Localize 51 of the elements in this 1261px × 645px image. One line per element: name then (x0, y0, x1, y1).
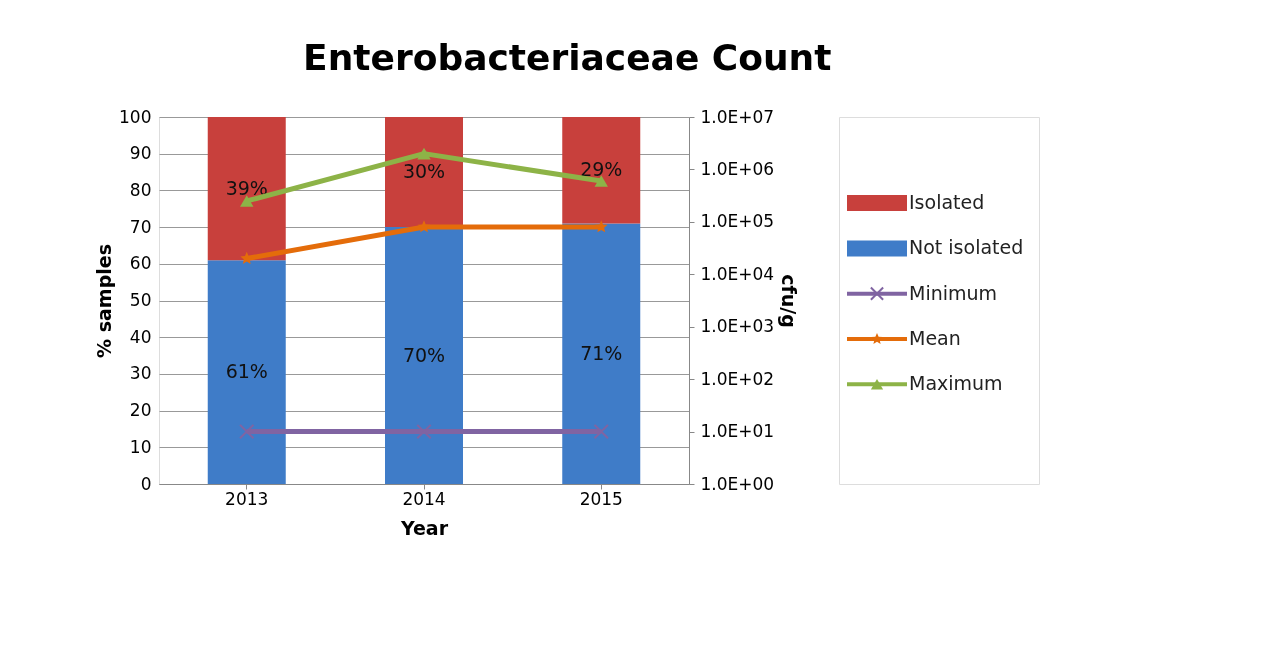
legend-label: Maximum (909, 372, 1003, 395)
y-tick-label: 10 (129, 436, 152, 457)
y-tick-label: 0 (140, 473, 152, 494)
data-label: 71% (580, 341, 623, 364)
legend-label: Isolated (909, 191, 985, 214)
legend-label: Minimum (909, 281, 998, 304)
point (416, 423, 432, 440)
data-label: 61% (225, 360, 268, 383)
y2-tick-label: 1.0E+00 (700, 473, 775, 494)
x-tick-label: 2015 (579, 488, 623, 509)
x-tick-label: 2013 (225, 488, 269, 509)
data-label: 70% (402, 343, 446, 366)
bar (562, 117, 641, 224)
y-tick-label: 100 (119, 106, 152, 127)
y2-tick-label: 1.0E+03 (700, 316, 775, 337)
bar (207, 260, 286, 484)
y2-tick-label: 1.0E+02 (700, 368, 775, 389)
point (417, 147, 431, 160)
y2-tick-label: 1.0E+07 (700, 106, 775, 127)
y2-tick-label: 1.0E+05 (700, 211, 775, 232)
point (240, 195, 254, 207)
x-tick-label: 2014 (402, 488, 446, 509)
bar (385, 117, 463, 228)
x-axis-title: Year (399, 516, 449, 539)
point (594, 220, 608, 233)
y2-tick-label: 1.0E+01 (700, 421, 775, 442)
y-tick-label: 50 (129, 290, 152, 310)
point (593, 423, 609, 440)
y-tick-label: 40 (129, 326, 152, 347)
data-label: 39% (225, 176, 268, 199)
bar (385, 227, 463, 484)
data-label: 30% (402, 160, 446, 183)
y-tick-label: 80 (129, 179, 152, 200)
legend-label: Mean (909, 327, 961, 350)
y-tick-label: 90 (129, 143, 152, 164)
point (417, 220, 431, 233)
chart-title: Enterobacteriaceae Count (303, 36, 832, 78)
bar (207, 117, 286, 261)
data-label: 29% (580, 158, 623, 181)
y2-tick-label: 1.0E+06 (700, 158, 775, 179)
y2-axis-title: cfu/g (778, 274, 801, 328)
point (594, 175, 608, 187)
y-tick-label: 30 (129, 363, 152, 384)
y-tick-label: 60 (129, 253, 152, 274)
point (239, 423, 255, 440)
y-tick-label: 20 (129, 400, 152, 421)
y2-tick-label: 1.0E+04 (700, 263, 775, 284)
y-axis-title: % samples (93, 244, 116, 358)
y-tick-label: 70 (129, 216, 152, 237)
legend-label: Not isolated (909, 236, 1024, 259)
bar (562, 223, 641, 484)
